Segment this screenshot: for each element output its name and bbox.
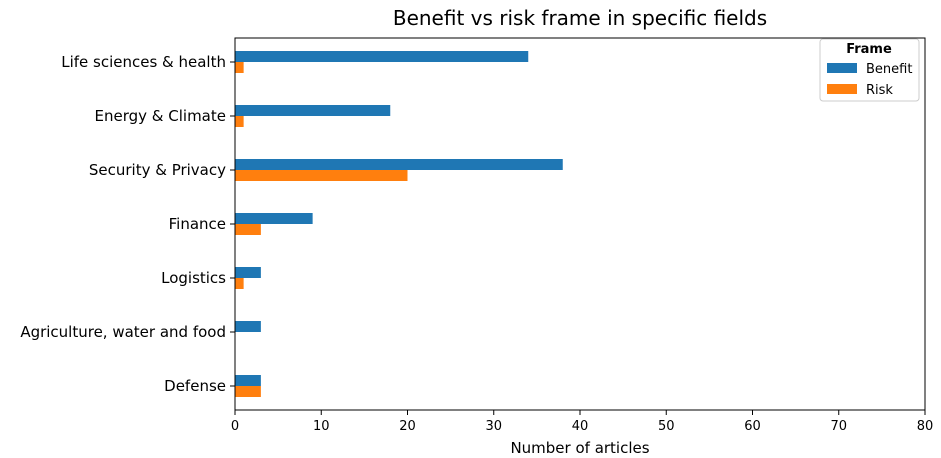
x-tick-label: 30: [485, 419, 502, 434]
legend-swatch-risk: [827, 84, 857, 94]
bar-benefit-finance: [235, 213, 313, 224]
y-tick-labels: Life sciences & health Energy & Climate Se…: [20, 53, 235, 395]
bars-group: [235, 51, 563, 397]
y-tick-label: Finance: [169, 215, 226, 233]
bar-risk-energy-climate: [235, 116, 244, 127]
chart-title: Benefit vs risk frame in specific fields: [393, 6, 767, 30]
x-ticks: 0 10 20 30 40 50 60 70 80: [231, 410, 933, 434]
x-tick-label: 40: [572, 419, 589, 434]
y-tick-label: Security & Privacy: [89, 161, 226, 179]
bar-risk-defense: [235, 386, 261, 397]
y-tick-label: Energy & Climate: [95, 107, 226, 125]
plot-frame: [234, 37, 926, 411]
bar-risk-security-privacy: [235, 170, 408, 181]
x-tick-label: 60: [744, 419, 761, 434]
y-tick-label: Defense: [164, 377, 226, 395]
legend-title: Frame: [846, 42, 892, 57]
bar-risk-logistics: [235, 278, 244, 289]
bar-benefit-security-privacy: [235, 159, 563, 170]
bar-benefit-logistics: [235, 267, 261, 278]
bar-benefit-agriculture-water-and-food: [235, 321, 261, 332]
x-tick-label: 20: [399, 419, 416, 434]
y-tick-label: Logistics: [161, 269, 226, 287]
x-axis-title: Number of articles: [510, 439, 649, 457]
legend-label-benefit: Benefit: [866, 62, 912, 77]
bar-benefit-energy-climate: [235, 105, 391, 116]
x-tick-label: 50: [658, 419, 675, 434]
bar-risk-finance: [235, 224, 261, 235]
bar-risk-life-sciences-health: [235, 62, 244, 73]
y-tick-label: Life sciences & health: [61, 53, 226, 71]
x-tick-label: 70: [830, 419, 847, 434]
x-tick-label: 0: [231, 419, 239, 434]
legend-label-risk: Risk: [866, 83, 893, 98]
y-tick-label: Agriculture, water and food: [20, 323, 226, 341]
legend: Frame Benefit Risk: [819, 38, 920, 102]
bar-benefit-defense: [235, 375, 261, 386]
x-tick-label: 80: [917, 419, 934, 434]
legend-swatch-benefit: [827, 63, 857, 73]
x-tick-label: 10: [313, 419, 330, 434]
bar-benefit-life-sciences-health: [235, 51, 529, 62]
